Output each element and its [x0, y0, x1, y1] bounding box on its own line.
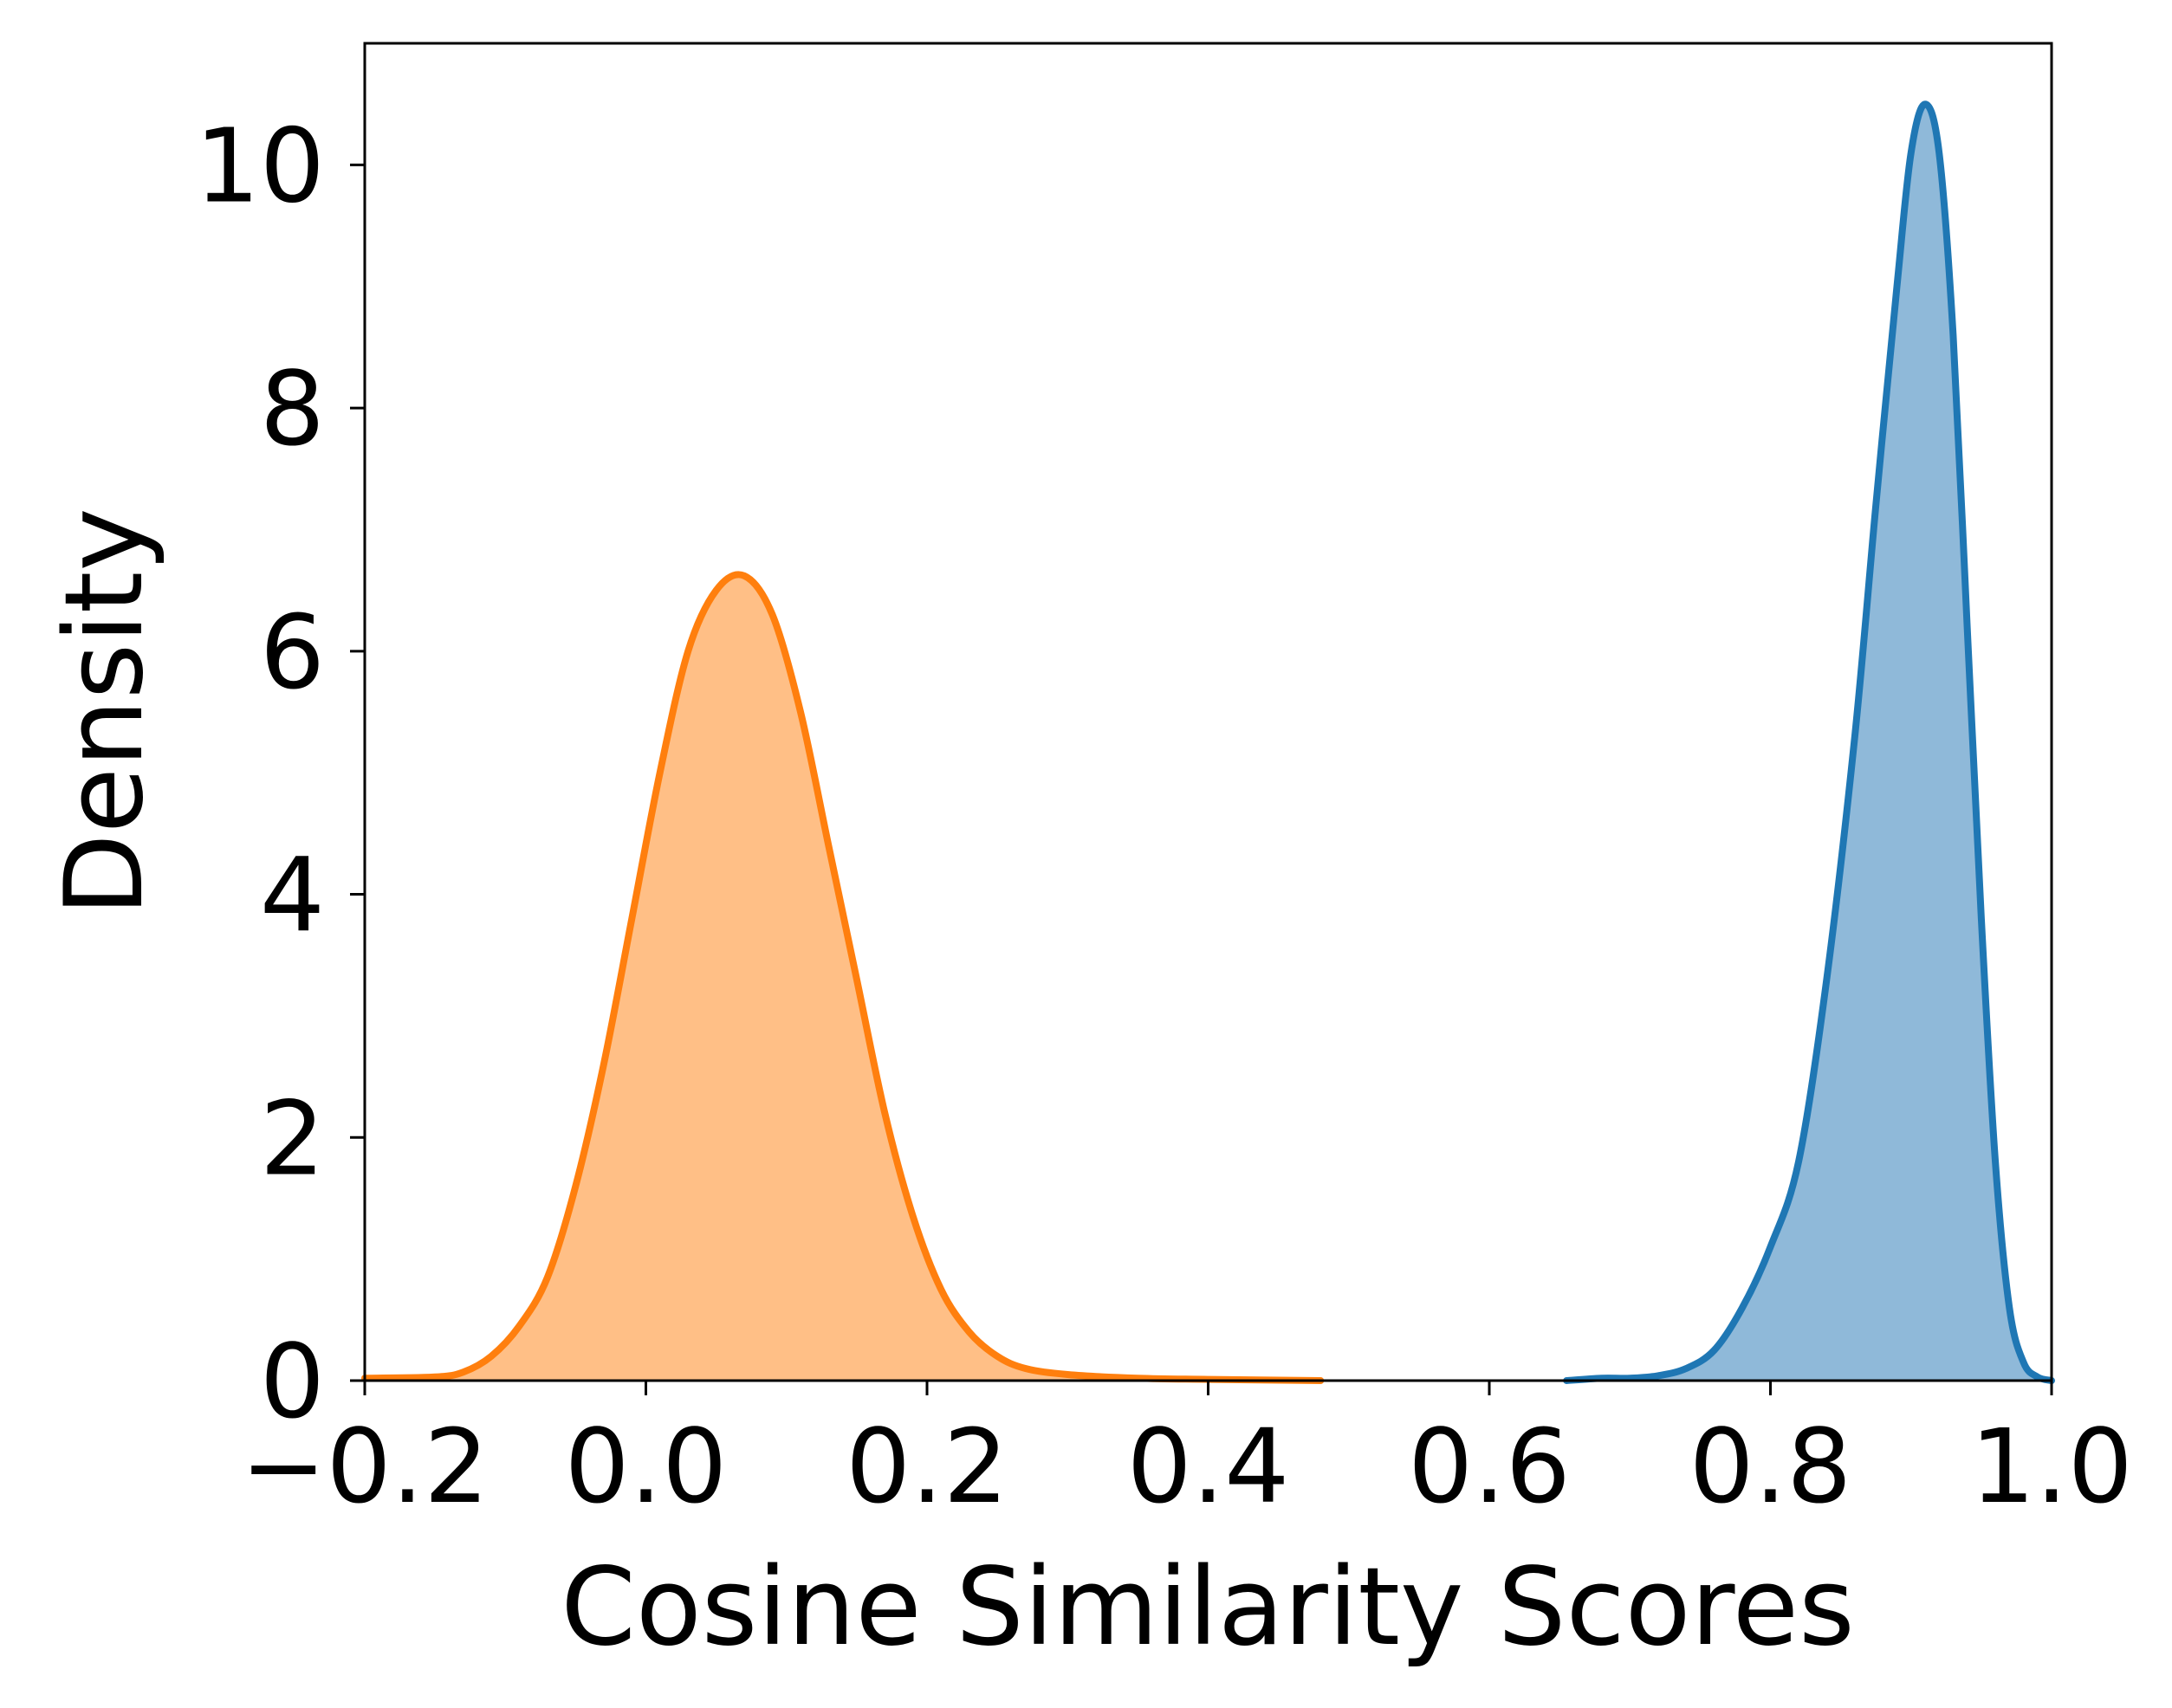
series-0-line	[361, 571, 1325, 1384]
x-axis: −0.2 0.0 0.2 0.4 0.6 0.8 1.0	[241, 1381, 2133, 1526]
y-axis: 0 2 4 6 8 10	[195, 106, 365, 1441]
series-1-fill	[1566, 104, 2052, 1381]
y-tick-label: 6	[260, 592, 325, 712]
x-tick-label: 0.4	[1127, 1407, 1290, 1526]
series-0-fill	[365, 574, 1321, 1381]
y-tick-label: 2	[260, 1078, 325, 1198]
x-tick-label: 0.8	[1689, 1407, 1852, 1526]
x-axis-title: Cosine Similarity Scores	[561, 1545, 1854, 1670]
x-tick-label: 0.0	[565, 1407, 728, 1526]
y-tick-label: 8	[260, 349, 325, 469]
y-tick-label: 0	[260, 1322, 325, 1441]
x-tick-label: 0.2	[846, 1407, 1008, 1526]
x-tick-label: 1.0	[1970, 1407, 2133, 1526]
series-1-line	[1563, 100, 2055, 1384]
y-axis-title: Density	[42, 508, 167, 915]
y-tick-label: 10	[195, 106, 325, 225]
y-tick-label: 4	[260, 836, 325, 955]
x-tick-label: 0.6	[1408, 1407, 1571, 1526]
x-tick-label: −0.2	[241, 1407, 490, 1526]
series-layer	[361, 100, 2055, 1384]
